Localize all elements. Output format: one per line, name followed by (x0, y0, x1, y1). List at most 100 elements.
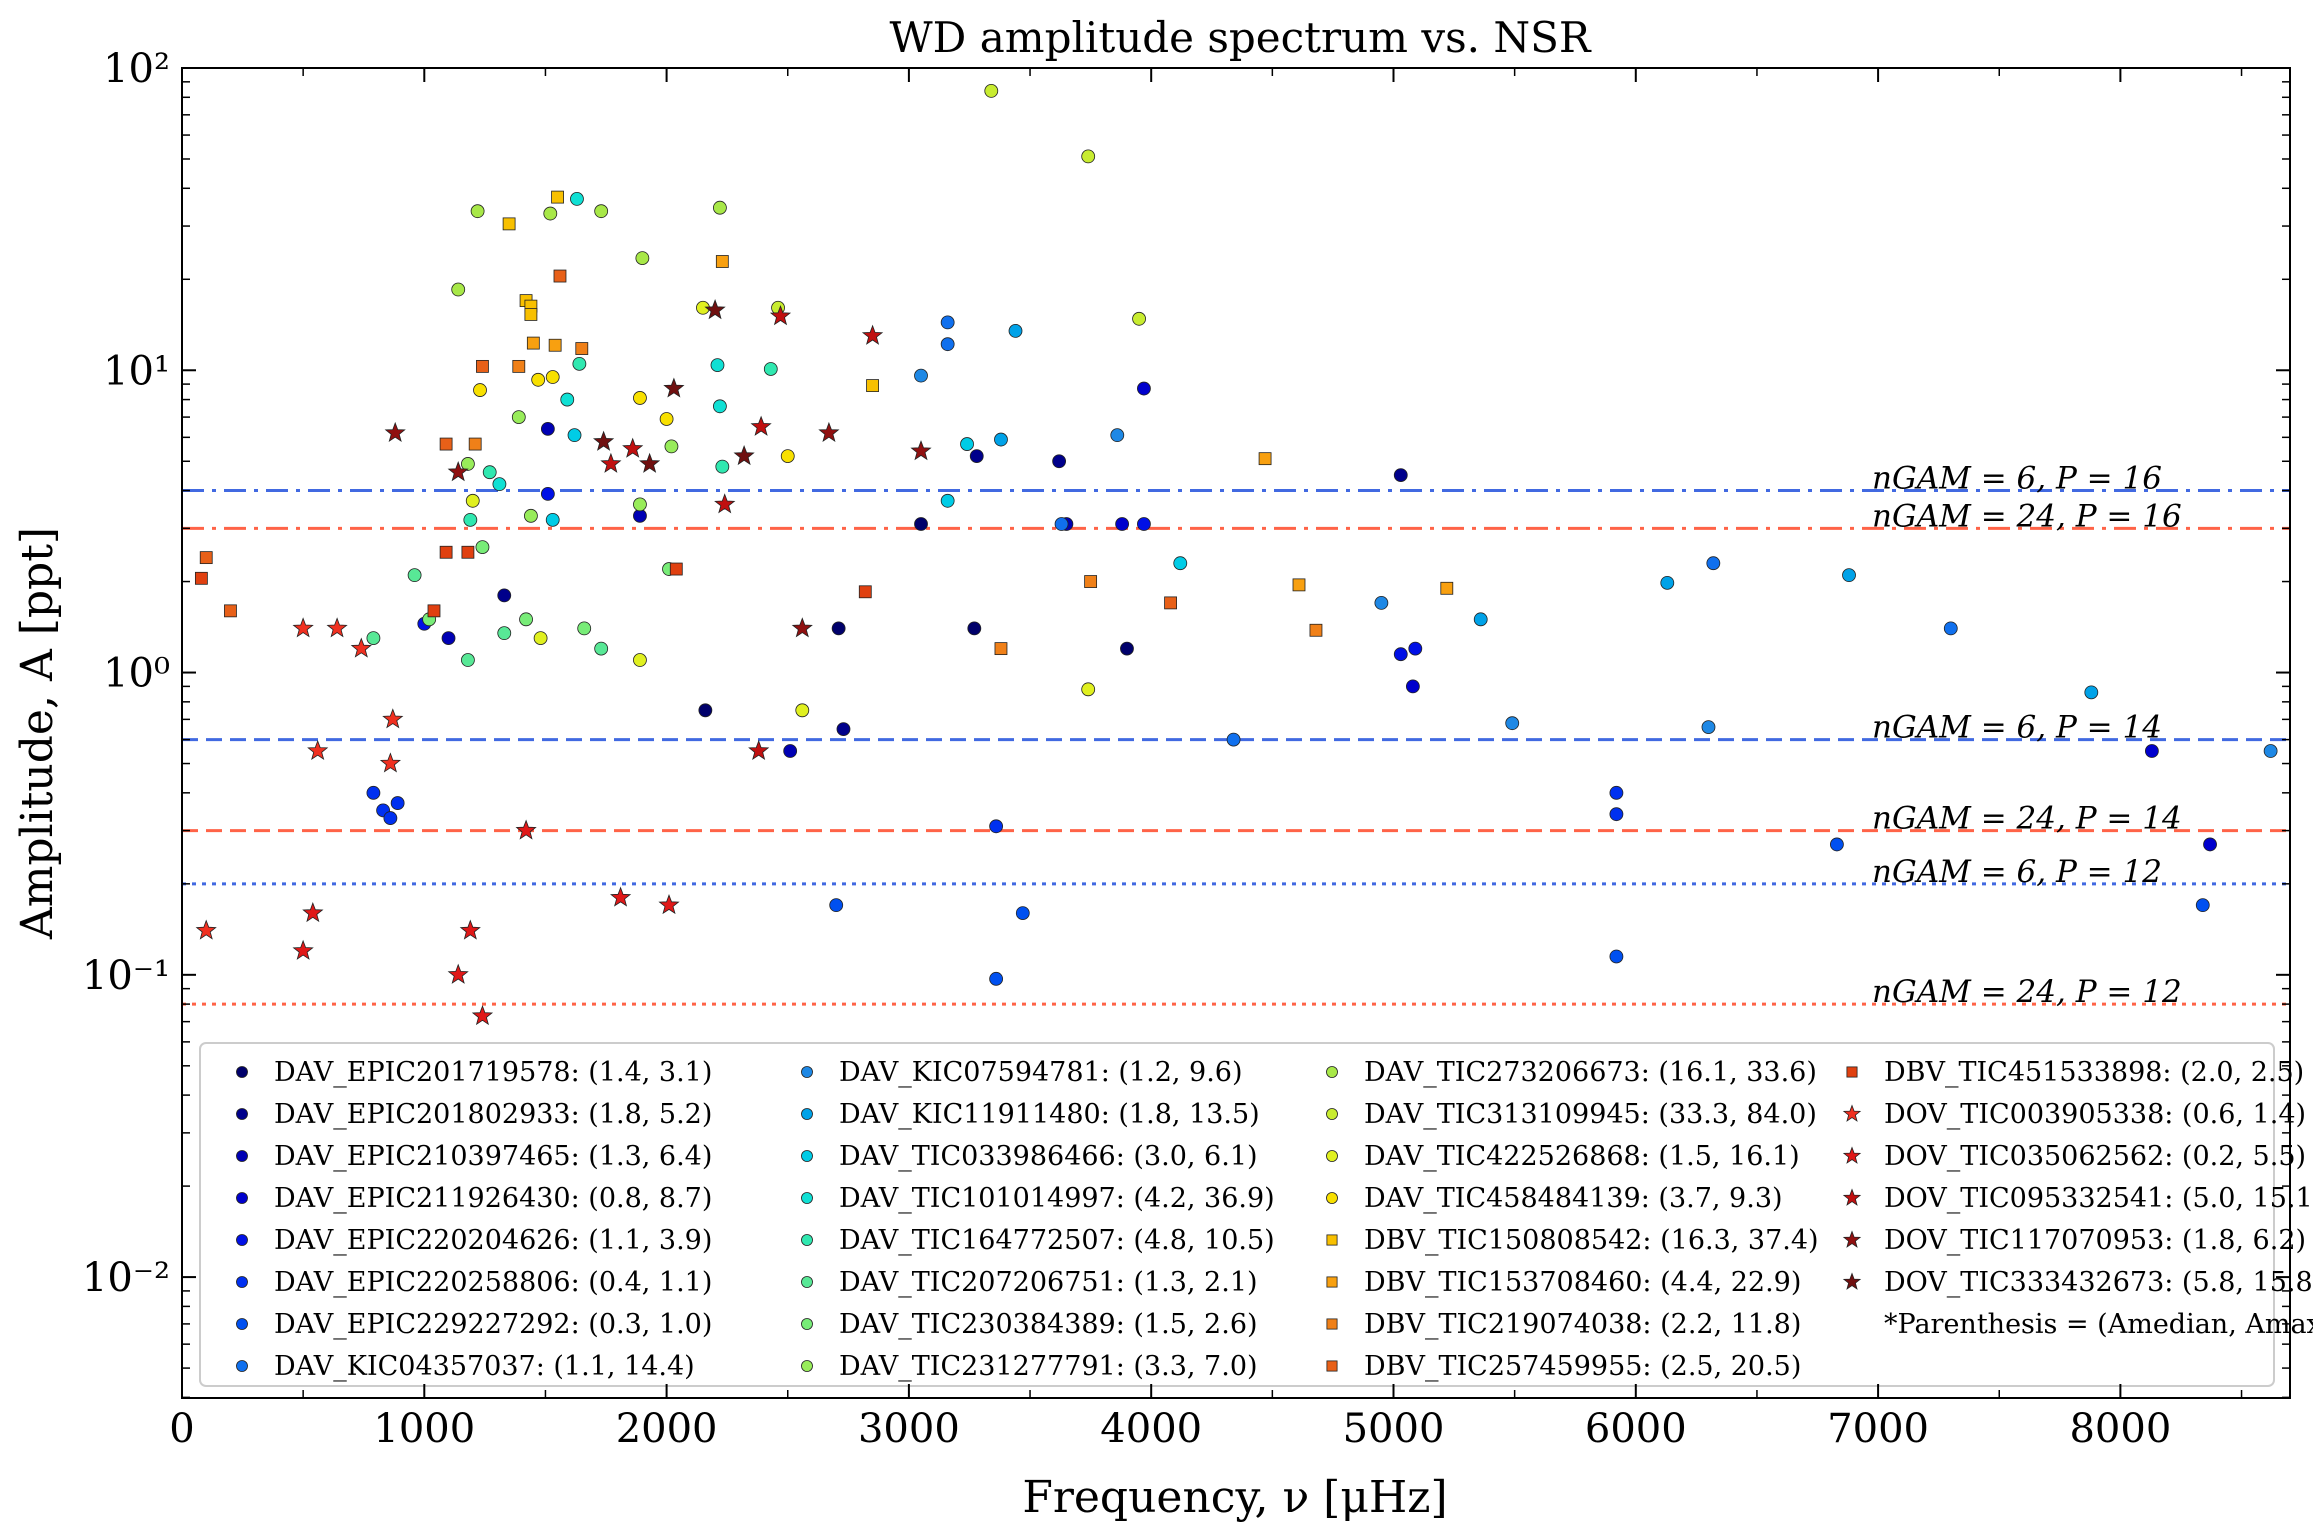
data-point (967, 621, 982, 636)
series-DAV_TIC164772507 (463, 356, 778, 527)
data-point (1115, 517, 1130, 531)
legend-entry-label: DAV_KIC07594781: (1.2, 9.6) (839, 1057, 1243, 1088)
data-point (1052, 454, 1067, 469)
data-point (545, 370, 560, 384)
legend-marker (801, 1276, 813, 1288)
data-point (447, 963, 469, 984)
data-point (984, 83, 999, 98)
series-DOV_TIC035062562 (292, 819, 680, 1026)
data-point (1081, 149, 1096, 164)
data-point (384, 421, 406, 443)
data-point (1943, 621, 1958, 636)
y-tick-label: 10² (103, 46, 170, 92)
data-point (1110, 428, 1125, 443)
legend-entry-label: DOV_TIC035062562: (0.2, 5.5) (1884, 1141, 2306, 1172)
data-point (572, 356, 587, 371)
data-point (635, 251, 650, 266)
data-point (969, 449, 984, 464)
data-point (326, 617, 348, 638)
data-point (447, 461, 469, 482)
data-point (914, 368, 928, 383)
legend-marker (236, 1108, 248, 1120)
data-point (194, 571, 208, 585)
legend-entry-label: DAV_TIC458484139: (3.7, 9.3) (1364, 1183, 1783, 1214)
legend-entry-label: DBV_TIC150808542: (16.3, 37.4) (1364, 1225, 1819, 1256)
data-point (463, 512, 478, 527)
data-point (292, 939, 314, 960)
data-point (1137, 517, 1151, 531)
legend-entry-label: DBV_TIC451533898: (2.0, 2.5) (1884, 1057, 2304, 1088)
data-point (560, 392, 575, 407)
data-point (914, 517, 928, 531)
series-DAV_TIC273206673 (451, 200, 727, 297)
data-point (476, 359, 489, 373)
data-point (1084, 575, 1098, 588)
x-tick-label: 3000 (858, 1406, 960, 1452)
data-point (1706, 556, 1721, 571)
legend-marker (801, 1108, 813, 1120)
data-point (989, 819, 1004, 834)
data-point (1173, 556, 1188, 571)
legend-entry-label: DAV_TIC313109945: (33.3, 84.0) (1364, 1099, 1817, 1130)
data-point (292, 617, 314, 638)
legend-marker (1326, 1360, 1338, 1372)
data-point (390, 796, 405, 810)
data-point (1164, 596, 1177, 610)
data-point (940, 337, 955, 352)
data-point (224, 604, 237, 618)
data-point (1081, 682, 1096, 697)
legend-note: *Parenthesis = (Amedian, Amax) (1884, 1309, 2313, 1340)
x-tick-label: 7000 (1827, 1406, 1929, 1452)
data-point (382, 708, 404, 729)
data-point (502, 217, 516, 231)
legend-marker (801, 1318, 813, 1330)
legend-marker (1326, 1234, 1338, 1246)
legend-entry-label: DAV_TIC231277791: (3.3, 7.0) (839, 1351, 1258, 1382)
data-point (2144, 744, 2159, 758)
series-DAV_TIC458484139 (473, 370, 795, 464)
x-tick-label: 2000 (616, 1406, 718, 1452)
data-point (780, 449, 795, 464)
data-point (594, 641, 609, 656)
data-point (497, 588, 512, 603)
data-point (379, 752, 401, 773)
data-point (818, 421, 840, 443)
data-point (791, 617, 813, 638)
data-point (473, 383, 487, 397)
legend-marker (1326, 1066, 1338, 1078)
legend-marker (801, 1066, 813, 1078)
data-point (910, 440, 932, 461)
series-DAV_KIC07594781 (914, 368, 2278, 758)
threshold-label: nGAM = 6, P = 16 (1872, 461, 2162, 497)
x-tick-label: 5000 (1343, 1406, 1445, 1452)
legend-marker (1326, 1108, 1338, 1120)
data-point (1132, 311, 1146, 326)
legend-marker (1326, 1150, 1338, 1162)
data-point (669, 562, 683, 576)
data-point (195, 919, 217, 940)
legend-entry-label: DAV_TIC422526868: (1.5, 16.1) (1364, 1141, 1800, 1172)
legend-marker (1326, 1192, 1338, 1204)
legend-entry-label: DBV_TIC153708460: (4.4, 22.9) (1364, 1267, 1801, 1298)
data-point (1054, 517, 1069, 531)
legend-entry-label: DAV_TIC273206673: (16.1, 33.6) (1364, 1057, 1817, 1088)
data-point (2195, 898, 2210, 913)
legend-marker (801, 1360, 813, 1372)
data-point (1408, 641, 1423, 656)
x-tick-label: 1000 (373, 1406, 475, 1452)
data-point (470, 204, 485, 219)
data-point (577, 621, 592, 636)
data-point (769, 305, 792, 326)
data-point (639, 452, 661, 473)
data-point (1830, 837, 1844, 852)
legend-entry-label: DAV_EPIC211926430: (0.8, 8.7) (274, 1183, 712, 1214)
data-point (633, 391, 647, 405)
data-point (551, 190, 564, 204)
legend-marker (236, 1318, 248, 1330)
data-point (471, 1004, 494, 1026)
series-DAV_TIC101014997 (492, 191, 727, 492)
data-point (1609, 785, 1624, 800)
data-point (710, 358, 725, 373)
series-DAV_TIC422526868 (465, 300, 1096, 718)
